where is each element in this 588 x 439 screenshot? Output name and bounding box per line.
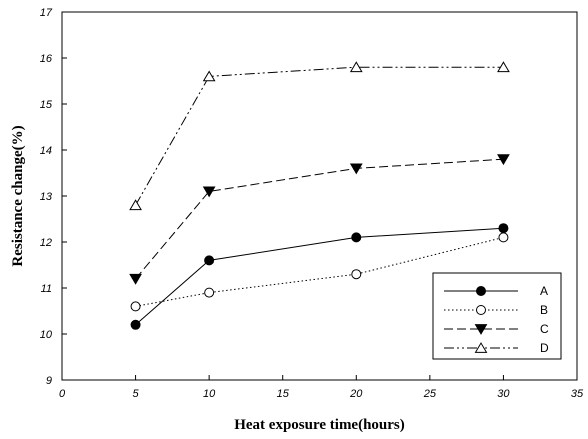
x-axis-title: Heat exposure time(hours) bbox=[234, 417, 405, 433]
x-tick-label: 20 bbox=[349, 388, 363, 400]
series-a-point bbox=[351, 232, 362, 243]
y-tick-label: 10 bbox=[40, 329, 53, 341]
legend-a-label: A bbox=[540, 284, 548, 298]
series-a-line bbox=[135, 227, 504, 326]
series-b-line bbox=[135, 236, 504, 307]
series-a-point bbox=[498, 223, 509, 234]
y-axis: 9 10 11 12 13 14 15 16 17 bbox=[40, 7, 67, 387]
y-tick-label: 13 bbox=[40, 191, 53, 203]
series-b-point bbox=[351, 269, 362, 280]
x-tick-label: 30 bbox=[497, 388, 510, 400]
series-c-point bbox=[497, 154, 510, 166]
x-axis: 0 5 10 15 20 25 30 35 bbox=[59, 375, 584, 400]
legend-box bbox=[432, 272, 562, 360]
x-tick-label: 25 bbox=[423, 388, 437, 400]
series-c-line bbox=[135, 158, 504, 280]
series-a-point bbox=[204, 255, 215, 266]
series-d-point bbox=[349, 61, 363, 73]
series-d-line bbox=[135, 66, 504, 206]
y-axis-title: Resistance change(%) bbox=[10, 125, 26, 266]
x-tick-label: 10 bbox=[203, 388, 216, 400]
series-c-point bbox=[349, 163, 363, 175]
x-tick-label: 5 bbox=[133, 388, 140, 400]
y-tick-label: 16 bbox=[40, 53, 53, 65]
series-b-point bbox=[130, 301, 141, 312]
series-d-point bbox=[497, 61, 510, 73]
series-a-point bbox=[130, 319, 141, 330]
y-tick-label: 11 bbox=[41, 283, 52, 295]
series-a bbox=[130, 223, 509, 330]
x-tick-label: 15 bbox=[277, 388, 290, 400]
legend-c-label: C bbox=[540, 322, 549, 336]
y-tick-label: 14 bbox=[40, 145, 52, 157]
y-tick-label: 12 bbox=[40, 237, 52, 249]
series-b bbox=[130, 232, 509, 312]
y-tick-label: 15 bbox=[40, 99, 53, 111]
series-c-point bbox=[129, 273, 142, 285]
legend-b-label: B bbox=[540, 303, 548, 317]
series-b-point bbox=[204, 287, 215, 298]
y-tick-label: 17 bbox=[40, 7, 53, 19]
series-layer bbox=[129, 61, 510, 330]
legend-d-marker bbox=[474, 342, 488, 353]
legend-d-label: D bbox=[540, 341, 549, 355]
series-d-point bbox=[202, 70, 216, 82]
series-d bbox=[129, 61, 510, 211]
legend-a-marker bbox=[476, 286, 486, 296]
y-tick-label: 9 bbox=[46, 375, 52, 387]
series-c-point bbox=[202, 186, 216, 198]
series-d-point bbox=[129, 199, 142, 211]
x-tick-label: 35 bbox=[571, 388, 584, 400]
legend-b-marker bbox=[476, 305, 486, 315]
x-tick-label: 0 bbox=[59, 388, 66, 400]
series-b-point bbox=[498, 232, 509, 243]
legend-c-marker bbox=[474, 324, 488, 335]
series-c bbox=[129, 154, 510, 285]
